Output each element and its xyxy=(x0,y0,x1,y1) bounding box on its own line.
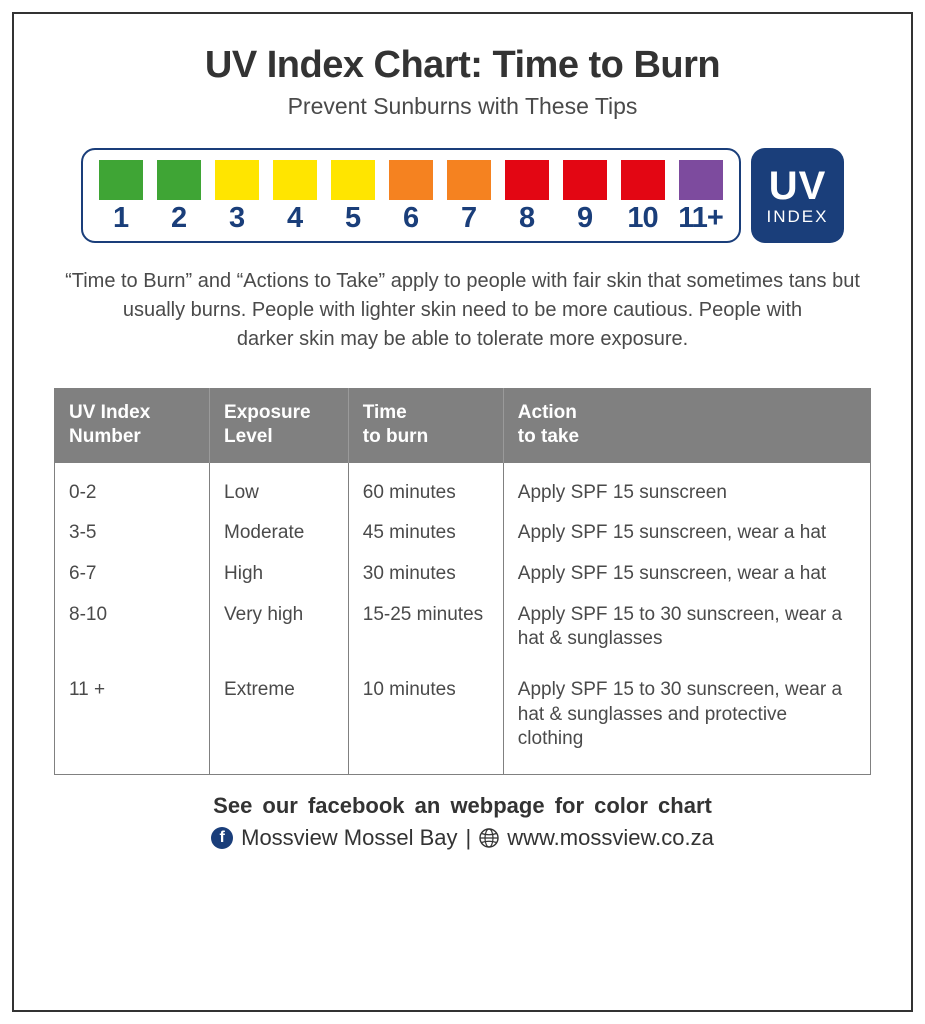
table-cell: Extreme xyxy=(210,660,349,775)
scale-swatch xyxy=(215,160,259,200)
table-cell: 0-2 xyxy=(55,463,210,514)
table-body: 0-2Low60 minutesApply SPF 15 sunscreen3-… xyxy=(55,463,871,775)
scale-number: 1 xyxy=(113,202,128,235)
uv-index-badge: UV INDEX xyxy=(751,148,845,243)
globe-icon xyxy=(479,828,499,848)
scale-cell: 7 xyxy=(445,160,493,235)
scale-cell: 8 xyxy=(503,160,551,235)
table-cell: 11 + xyxy=(55,660,210,775)
scale-swatch xyxy=(331,160,375,200)
scale-swatch xyxy=(679,160,723,200)
scale-number: 6 xyxy=(403,202,418,235)
uv-badge-bottom: INDEX xyxy=(767,208,829,225)
uv-table: UV IndexNumberExposureLevelTimeto burnAc… xyxy=(54,388,871,775)
table-header-cell: Timeto burn xyxy=(348,389,503,463)
table-cell: 15-25 minutes xyxy=(348,595,503,660)
table-cell: Low xyxy=(210,463,349,514)
scale-cell: 10 xyxy=(619,160,667,235)
scale-number: 7 xyxy=(461,202,476,235)
scale-number: 8 xyxy=(519,202,534,235)
table-cell: High xyxy=(210,554,349,595)
footer-fb-name: Mossview Mossel Bay xyxy=(241,825,457,851)
table-cell: 30 minutes xyxy=(348,554,503,595)
scale-swatch xyxy=(621,160,665,200)
table-row: 0-2Low60 minutesApply SPF 15 sunscreen xyxy=(55,463,871,514)
table-header-row: UV IndexNumberExposureLevelTimeto burnAc… xyxy=(55,389,871,463)
scale-cell: 6 xyxy=(387,160,435,235)
uv-scale-box: 1 2 3 4 5 6 7 8 9 10 11+ xyxy=(81,148,741,243)
table-cell: 45 minutes xyxy=(348,513,503,554)
facebook-icon: f xyxy=(211,827,233,849)
scale-number: 3 xyxy=(229,202,244,235)
page-subtitle: Prevent Sunburns with These Tips xyxy=(54,93,871,120)
table-cell: 10 minutes xyxy=(348,660,503,775)
scale-cell: 4 xyxy=(271,160,319,235)
page-title: UV Index Chart: Time to Burn xyxy=(54,44,871,87)
table-header-cell: Actionto take xyxy=(503,389,870,463)
scale-swatch xyxy=(563,160,607,200)
scale-cell: 2 xyxy=(155,160,203,235)
scale-swatch xyxy=(99,160,143,200)
table-cell: 8-10 xyxy=(55,595,210,660)
scale-swatch xyxy=(273,160,317,200)
footer: See our facebook an webpage for color ch… xyxy=(54,793,871,851)
footer-contact: f Mossview Mossel Bay | www.mossview.co.… xyxy=(54,825,871,851)
scale-cell: 9 xyxy=(561,160,609,235)
scale-number: 11+ xyxy=(678,202,723,235)
scale-cell: 3 xyxy=(213,160,261,235)
footer-url: www.mossview.co.za xyxy=(507,825,714,851)
scale-number: 5 xyxy=(345,202,360,235)
table-cell: Apply SPF 15 to 30 sunscreen, wear a hat… xyxy=(503,660,870,775)
table-header-cell: UV IndexNumber xyxy=(55,389,210,463)
scale-number: 2 xyxy=(171,202,186,235)
table-cell: Apply SPF 15 to 30 sunscreen, wear a hat… xyxy=(503,595,870,660)
table-cell: Apply SPF 15 sunscreen, wear a hat xyxy=(503,513,870,554)
disclaimer-text: “Time to Burn” and “Actions to Take” app… xyxy=(54,267,871,354)
chart-frame: UV Index Chart: Time to Burn Prevent Sun… xyxy=(12,12,913,1012)
scale-number: 4 xyxy=(287,202,302,235)
scale-cell: 11+ xyxy=(677,160,725,235)
table-header-cell: ExposureLevel xyxy=(210,389,349,463)
uv-scale: 1 2 3 4 5 6 7 8 9 10 11+ UV INDEX xyxy=(81,148,845,243)
table-row: 8-10Very high15-25 minutesApply SPF 15 t… xyxy=(55,595,871,660)
table-cell: Apply SPF 15 sunscreen, wear a hat xyxy=(503,554,870,595)
scale-cell: 1 xyxy=(97,160,145,235)
table-cell: Moderate xyxy=(210,513,349,554)
table-row: 3-5Moderate45 minutesApply SPF 15 sunscr… xyxy=(55,513,871,554)
uv-badge-top: UV xyxy=(769,166,827,206)
table-cell: 60 minutes xyxy=(348,463,503,514)
scale-swatch xyxy=(389,160,433,200)
table-cell: Apply SPF 15 sunscreen xyxy=(503,463,870,514)
footer-heading: See our facebook an webpage for color ch… xyxy=(54,793,871,819)
table-cell: 3-5 xyxy=(55,513,210,554)
scale-number: 10 xyxy=(627,202,657,235)
footer-separator: | xyxy=(466,825,472,851)
table-row: 6-7High30 minutesApply SPF 15 sunscreen,… xyxy=(55,554,871,595)
table-cell: Very high xyxy=(210,595,349,660)
scale-swatch xyxy=(505,160,549,200)
scale-number: 9 xyxy=(577,202,592,235)
table-row: 11 +Extreme10 minutesApply SPF 15 to 30 … xyxy=(55,660,871,775)
scale-cell: 5 xyxy=(329,160,377,235)
scale-swatch xyxy=(157,160,201,200)
table-cell: 6-7 xyxy=(55,554,210,595)
scale-swatch xyxy=(447,160,491,200)
